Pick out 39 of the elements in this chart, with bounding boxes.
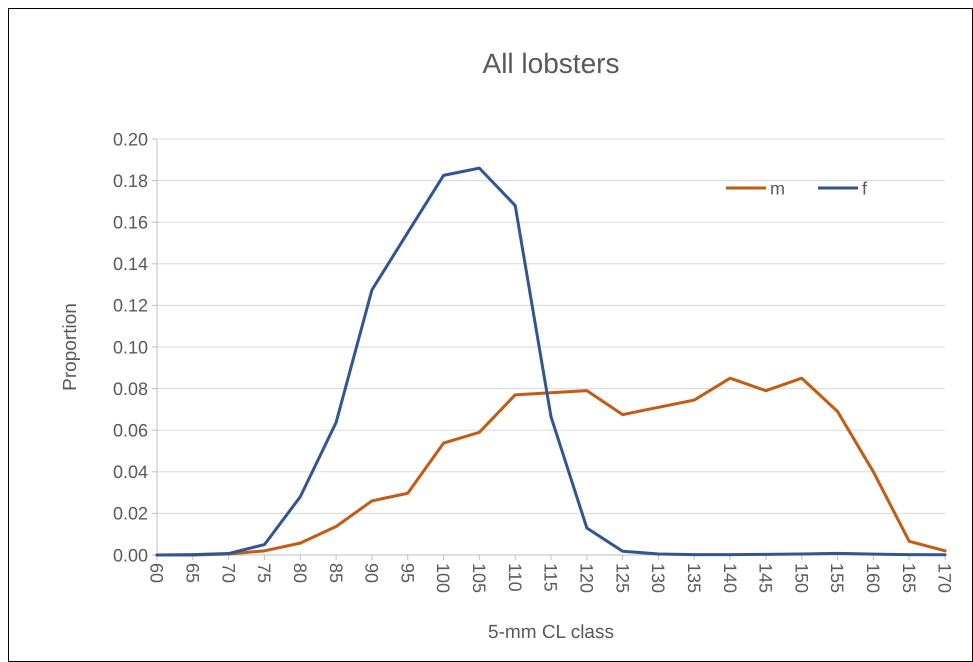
x-tick-label: 115	[540, 563, 561, 592]
x-tick-label: 135	[684, 563, 704, 594]
x-tick-label: 170	[934, 563, 955, 594]
x-tick-label: 140	[720, 563, 740, 594]
x-tick-label: 160	[863, 563, 884, 594]
x-tick-label: 130	[648, 563, 668, 594]
x-tick-label: 145	[756, 563, 776, 594]
y-tick-label: 0.10	[112, 337, 148, 358]
x-tick-label: 155	[827, 563, 848, 594]
x-tick-label: 80	[290, 563, 310, 584]
y-tick-label: 0.02	[112, 504, 148, 524]
x-tick-label: 105	[469, 563, 490, 594]
y-tick-label: 0.06	[112, 420, 148, 440]
x-tick-label: 125	[612, 563, 632, 594]
y-tick-label: 0.08	[112, 378, 148, 399]
chart-title: All lobsters	[482, 48, 620, 79]
x-tick-label: 100	[433, 563, 454, 594]
x-axis-title: 5-mm CL class	[488, 622, 614, 643]
y-tick-label: 0.12	[112, 296, 148, 316]
x-tick-label: 90	[362, 563, 382, 584]
x-tick-label: 95	[397, 563, 418, 584]
x-tick-label: 110	[504, 563, 525, 592]
x-tick-label: 120	[576, 563, 597, 594]
x-tick-label: 75	[254, 563, 274, 584]
legend-label: m	[770, 178, 785, 198]
x-tick-label: 60	[146, 563, 167, 584]
x-tick-label: 85	[326, 563, 346, 584]
y-tick-label: 0.18	[112, 170, 148, 191]
y-axis-title: Proportion	[60, 303, 81, 391]
x-tick-label: 70	[218, 563, 238, 584]
x-tick-label: 165	[898, 563, 919, 594]
y-tick-label: 0.00	[112, 545, 148, 566]
y-tick-label: 0.14	[112, 254, 148, 274]
y-tick-label: 0.20	[112, 129, 148, 150]
legend-label: f	[862, 178, 868, 198]
x-tick-label: 65	[182, 563, 203, 584]
y-tick-label: 0.16	[112, 212, 148, 232]
y-tick-label: 0.04	[112, 462, 148, 482]
x-tick-label: 150	[791, 563, 812, 594]
